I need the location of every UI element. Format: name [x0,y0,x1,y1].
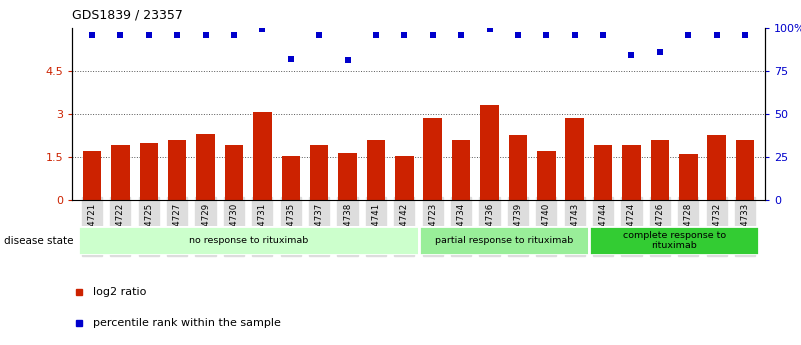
Point [455,32,468,37]
Text: log2 ratio: log2 ratio [93,287,147,297]
Point [284,56,297,61]
Bar [650,140,669,200]
Point [597,32,610,37]
Text: no response to rituximab: no response to rituximab [188,236,308,245]
Bar [225,146,244,200]
Bar [196,134,215,200]
Point [540,32,553,37]
Text: GDS1839 / 23357: GDS1839 / 23357 [72,9,183,22]
Point [86,32,99,37]
Point [114,32,127,37]
FancyBboxPatch shape [418,226,589,255]
Bar [281,156,300,200]
Bar [566,118,584,200]
Bar [310,146,328,200]
Text: disease state: disease state [4,236,74,246]
Text: complete response to
rituximab: complete response to rituximab [622,231,726,250]
Point [341,58,354,63]
Point [398,32,411,37]
Bar [537,151,556,200]
Bar [452,140,470,200]
Point [568,32,581,37]
Point [654,49,666,55]
Bar [338,152,356,200]
Bar [395,156,413,200]
Bar [707,136,726,200]
Point [143,32,155,37]
Point [682,32,694,37]
Text: percentile rank within the sample: percentile rank within the sample [93,318,281,327]
Point [369,32,382,37]
Bar [679,154,698,200]
Point [512,32,525,37]
Point [625,52,638,58]
Bar [367,140,385,200]
Point [227,32,240,37]
Bar [509,136,527,200]
Bar [481,105,499,200]
Bar [168,140,187,200]
Point [171,32,183,37]
Point [426,32,439,37]
Point [739,32,751,37]
Bar [253,112,272,200]
Text: partial response to rituximab: partial response to rituximab [435,236,573,245]
Point [312,32,325,37]
Bar [594,146,612,200]
Bar [424,118,442,200]
Point [483,27,496,32]
Bar [736,140,755,200]
Bar [139,142,158,200]
Bar [111,146,130,200]
FancyBboxPatch shape [589,226,759,255]
Point [256,27,269,32]
Bar [83,151,101,200]
Bar [622,146,641,200]
Point [710,32,723,37]
FancyBboxPatch shape [78,226,418,255]
Point [199,32,212,37]
